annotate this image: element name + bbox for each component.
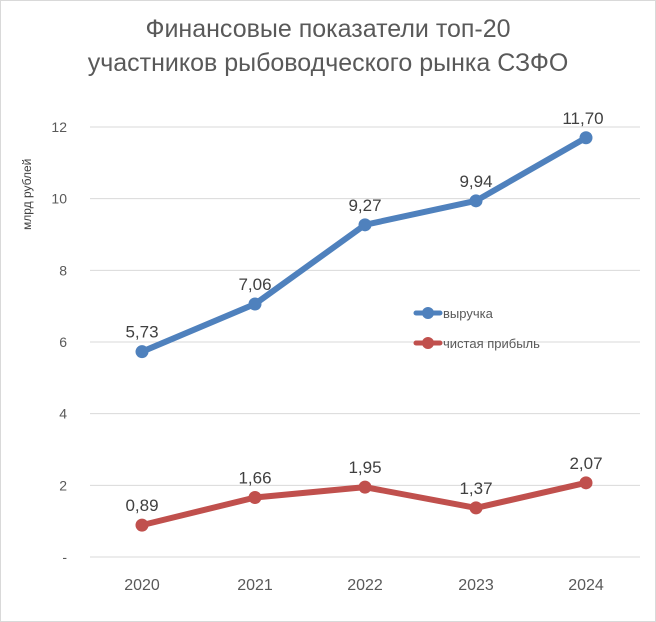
legend-label: выручка — [443, 306, 494, 321]
x-tick-label: 2024 — [568, 577, 604, 594]
legend-marker-icon — [422, 307, 434, 319]
revenue-series-line — [139, 134, 589, 355]
y-tick-label: 4 — [59, 406, 67, 422]
profit-series-marker — [248, 491, 262, 505]
y-tick-label: 10 — [51, 191, 67, 207]
profit-series-marker — [579, 476, 593, 490]
y-tick-label: 6 — [59, 334, 67, 350]
y-tick-label: 12 — [51, 119, 67, 135]
x-tick-label: 2021 — [237, 577, 273, 594]
x-tick-label: 2022 — [347, 577, 383, 594]
legend-marker-icon — [422, 337, 434, 349]
data-label: 1,37 — [459, 479, 492, 498]
chart-title: Финансовые показатели топ-20 участников … — [0, 12, 656, 80]
data-label: 1,66 — [238, 469, 271, 488]
data-label: 5,73 — [125, 323, 158, 342]
y-tick-label: 2 — [59, 477, 67, 493]
profit-series-marker — [469, 501, 483, 515]
y-tick-label: 8 — [59, 262, 67, 278]
revenue-series-marker — [469, 194, 483, 208]
data-label: 2,07 — [569, 454, 602, 473]
legend-label: чистая прибыль — [443, 336, 540, 351]
data-label: 0,89 — [125, 496, 158, 515]
profit-series-marker — [135, 518, 149, 532]
data-label: 1,95 — [348, 458, 381, 477]
y-tick-label: - — [62, 549, 67, 565]
data-label: 7,06 — [238, 275, 271, 294]
revenue-series-marker — [248, 297, 262, 311]
data-label: 9,94 — [459, 172, 492, 191]
x-tick-label: 2020 — [124, 577, 160, 594]
profit-series-marker — [358, 480, 372, 494]
revenue-series-marker — [135, 345, 149, 359]
data-label: 11,70 — [562, 109, 603, 128]
revenue-series-marker — [358, 218, 372, 232]
revenue-series-marker — [579, 131, 593, 145]
x-tick-label: 2023 — [458, 577, 494, 594]
chart-title-line1: Финансовые показатели топ-20 — [145, 15, 511, 43]
chart-title-line2: участников рыбоводческого рынка СЗФО — [87, 49, 569, 77]
data-label: 9,27 — [348, 196, 381, 215]
